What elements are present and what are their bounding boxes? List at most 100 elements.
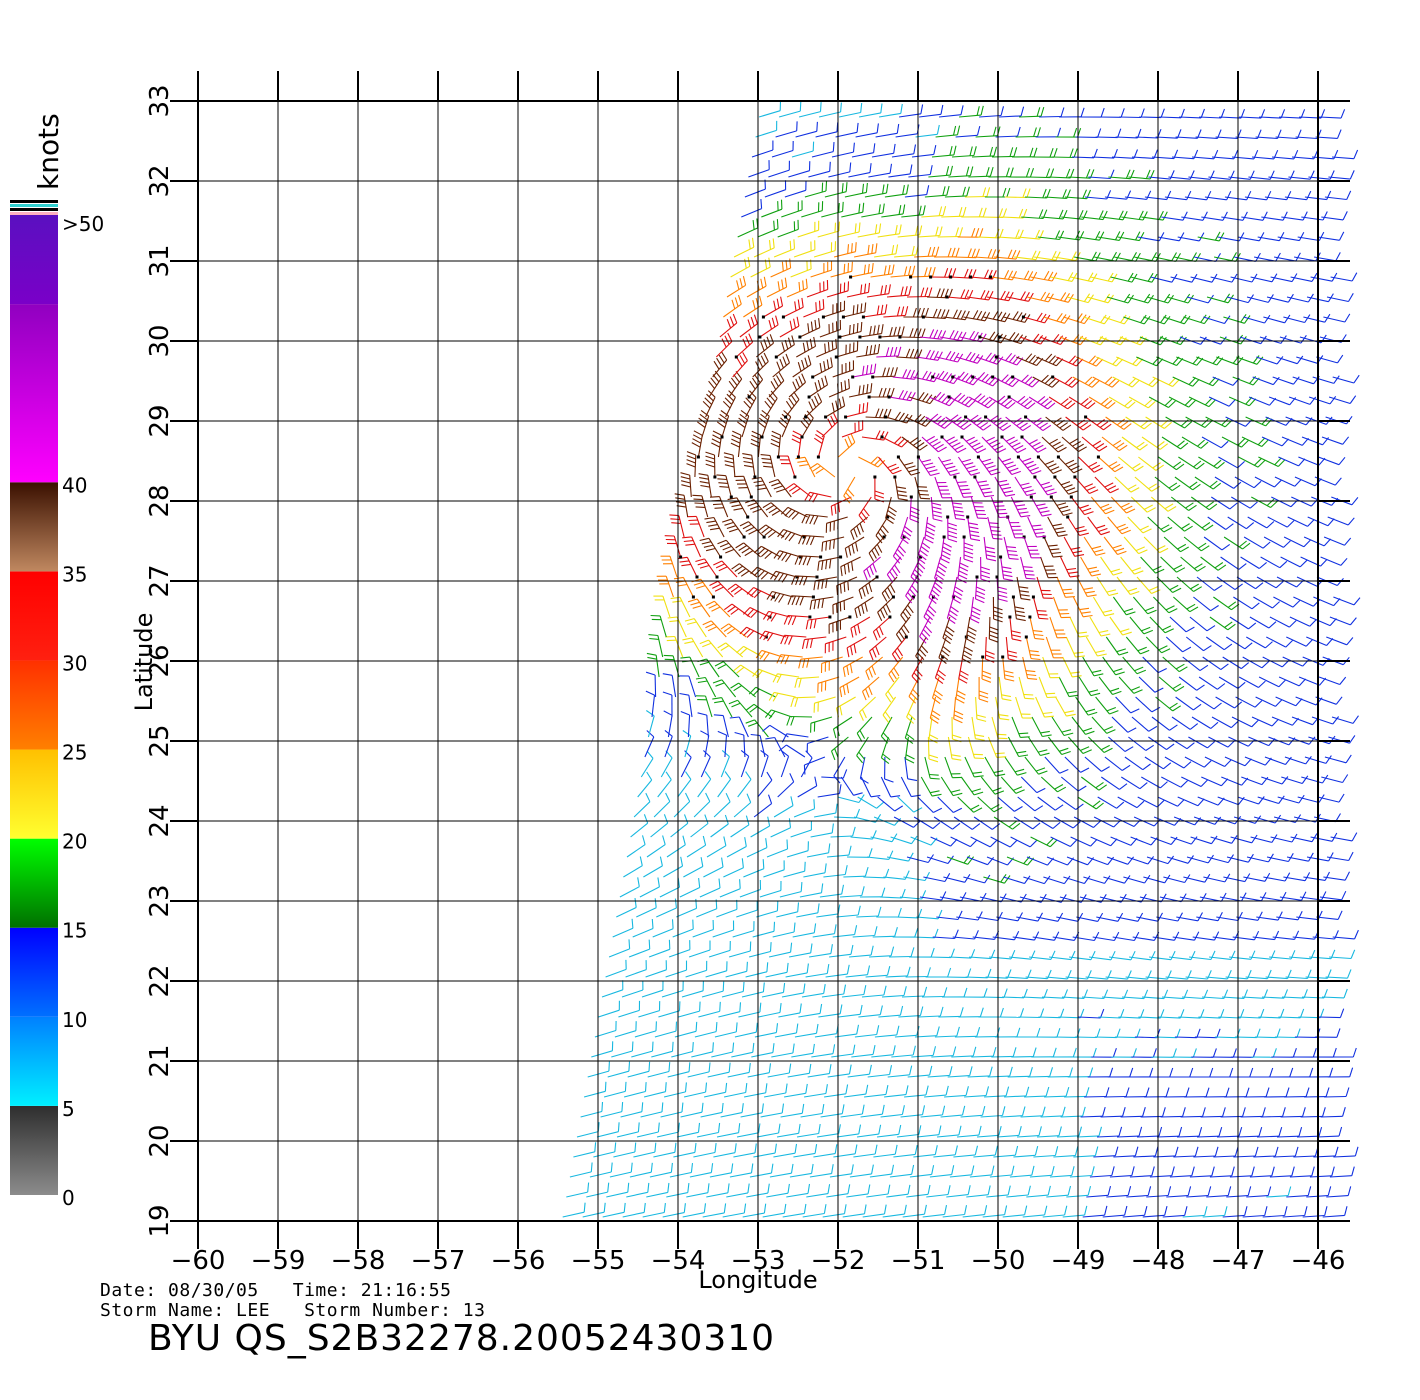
latitude-tick-label: 22: [145, 964, 175, 997]
wind-barb: [1154, 476, 1181, 492]
wind-barb: [1289, 1166, 1315, 1178]
wind-barb: [720, 623, 747, 638]
wind-barb: [720, 749, 730, 778]
wind-barb: [727, 583, 754, 598]
wind-barb: [1021, 436, 1047, 453]
wind-barb: [1208, 170, 1235, 180]
wind-barb: [1178, 456, 1205, 470]
wind-barb: [1073, 1146, 1099, 1158]
wind-barb: [731, 1042, 755, 1058]
wind-barb: [729, 716, 749, 738]
wind-barb: [752, 352, 769, 378]
rain-flag: [946, 515, 950, 519]
rain-flag: [931, 375, 935, 379]
rain-flag: [941, 655, 945, 659]
wind-barb: [848, 163, 872, 178]
wind-barb: [1233, 596, 1260, 610]
wind-barb: [735, 333, 754, 358]
wind-barb: [667, 1062, 691, 1078]
wind-barb: [717, 539, 742, 558]
wind-barb: [961, 207, 987, 218]
wind-barb: [812, 924, 837, 938]
wind-barb: [846, 636, 867, 658]
wind-barb: [1256, 356, 1284, 365]
wind-barb: [972, 372, 1000, 387]
wind-barb: [700, 1102, 724, 1118]
wind-barb: [1003, 536, 1019, 560]
wind-barb: [699, 537, 722, 558]
rain-flag: [796, 455, 800, 459]
wind-barb: [1208, 396, 1237, 407]
wind-barb: [874, 1025, 900, 1038]
wind-barb: [1050, 836, 1078, 847]
wind-barb: [795, 456, 816, 478]
wind-barb: [755, 120, 778, 138]
wind-barb: [1169, 616, 1195, 633]
wind-barb: [973, 1145, 999, 1158]
wind-barb: [1210, 835, 1238, 844]
wind-barb: [707, 1062, 731, 1078]
longitude-tick-labels: −60 −59 −58 −57 −56 −55 −54 −53 −52 −51 −50 −49 −48−…: [171, 1246, 1346, 1276]
wind-barb: [1000, 556, 1013, 582]
wind-barb: [753, 238, 775, 258]
wind-barb: [1116, 576, 1140, 596]
legend-swatch: [10, 571, 58, 661]
wind-barb: [1297, 794, 1325, 804]
wind-barb: [1004, 756, 1027, 776]
wind-barb: [948, 166, 974, 178]
wind-barb: [713, 560, 738, 578]
wind-barb: [1092, 931, 1120, 942]
wind-barb: [1253, 1146, 1279, 1158]
wind-barb: [1015, 696, 1032, 719]
rain-flag: [893, 475, 897, 479]
wind-barb: [977, 796, 1003, 813]
wind-barb: [662, 1203, 686, 1218]
wind-barb: [695, 558, 718, 578]
wind-barb: [874, 244, 899, 258]
wind-barb: [1251, 496, 1278, 508]
wind-barb: [1055, 696, 1076, 717]
y-axis-title: Latitude: [130, 613, 158, 712]
wind-barb: [647, 1062, 671, 1078]
wind-barb: [808, 375, 829, 398]
wind-barb: [759, 630, 787, 642]
wind-barb: [781, 983, 806, 998]
wind-barb: [1156, 576, 1182, 593]
wind-barb: [845, 402, 869, 418]
wind-barb: [786, 1183, 811, 1198]
rain-flag: [1056, 455, 1060, 459]
wind-barb: [869, 1164, 895, 1178]
wind-barb: [831, 1044, 856, 1058]
wind-barb: [628, 939, 651, 958]
wind-barb: [882, 1204, 907, 1218]
wind-barb: [964, 756, 984, 778]
wind-barb: [839, 321, 863, 338]
wind-barb: [1200, 556, 1227, 571]
wind-barb: [713, 714, 729, 738]
wind-barb: [1096, 576, 1119, 597]
wind-barb: [1184, 756, 1212, 768]
wind-barb: [1012, 374, 1040, 388]
wind-barb: [1220, 1107, 1246, 1118]
wind-barb: [1333, 596, 1361, 606]
wind-barb: [1304, 190, 1332, 201]
wind-barb: [1162, 656, 1188, 673]
wind-barb: [961, 436, 987, 454]
wind-barb: [1318, 456, 1346, 466]
wind-barb: [1279, 891, 1307, 901]
wind-barb: [1194, 476, 1222, 490]
wind-barb: [648, 939, 671, 958]
wind-barb: [944, 186, 970, 198]
longitude-tick-label: −48: [1131, 1246, 1186, 1276]
wind-barb: [716, 474, 732, 498]
wind-barb: [1203, 315, 1231, 325]
wind-barb: [591, 1041, 614, 1058]
wind-barb: [562, 1202, 586, 1218]
wind-barb: [1071, 148, 1098, 159]
wind-barb: [730, 256, 751, 278]
wind-barb: [1040, 776, 1067, 793]
wind-barb: [742, 453, 756, 478]
wind-barb: [1064, 756, 1090, 773]
wind-barb: [1274, 1028, 1301, 1039]
wind-barb: [891, 1045, 916, 1058]
